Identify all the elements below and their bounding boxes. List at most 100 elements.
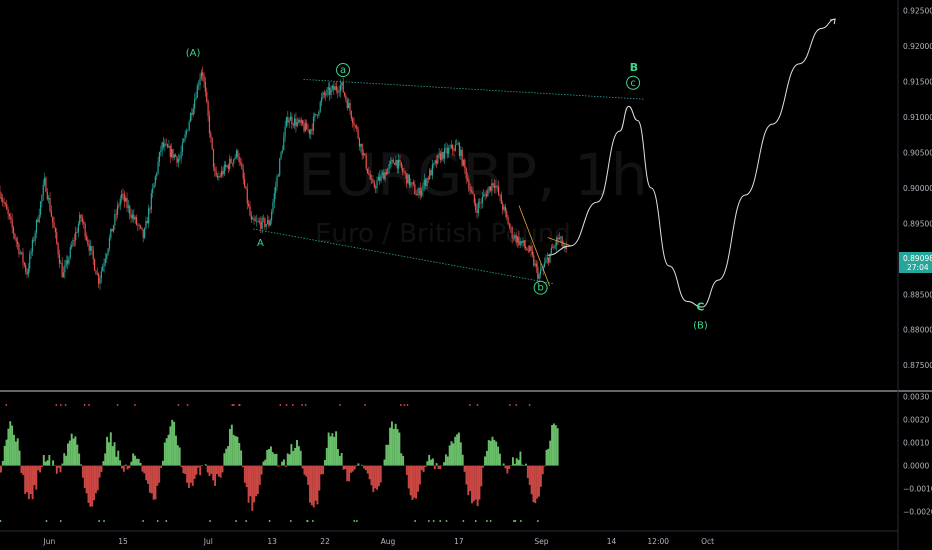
histogram-bar <box>323 460 326 466</box>
wedge-line <box>547 237 572 247</box>
histogram-bar <box>346 465 349 482</box>
candle-body <box>549 253 551 263</box>
candle-body <box>373 182 375 188</box>
candle-body <box>396 159 398 169</box>
indicator-dot <box>476 404 479 406</box>
candle-body <box>439 153 442 161</box>
wave-label: a <box>340 65 346 76</box>
candle-body <box>10 216 12 220</box>
candle-body <box>529 246 531 252</box>
candle-body <box>223 164 225 175</box>
histogram-bar <box>283 459 285 466</box>
histogram-bar <box>150 465 153 494</box>
candle-body <box>530 246 532 251</box>
candle-body <box>416 194 419 196</box>
candle-body <box>184 134 186 139</box>
candle-body <box>527 250 529 252</box>
projection-path <box>547 18 836 308</box>
candle-body <box>469 189 471 191</box>
histogram-bar <box>178 447 181 466</box>
histogram-bar <box>208 465 211 476</box>
histogram-bar <box>40 465 43 468</box>
candle-body <box>260 221 262 229</box>
indicator-tick-label: 0.0010 <box>903 439 929 448</box>
histogram-bar <box>74 436 77 466</box>
candle-body <box>34 232 36 241</box>
candle-body <box>204 82 206 92</box>
candle-body <box>519 241 521 245</box>
candle-body <box>366 168 369 174</box>
candle-body <box>6 204 8 210</box>
candle-body <box>453 149 455 151</box>
wave-label-circle <box>533 280 548 295</box>
histogram-bar <box>299 450 302 466</box>
candle-body <box>511 227 513 239</box>
histogram-bar <box>48 454 51 466</box>
candle-body <box>273 192 275 203</box>
histogram-bar <box>331 433 334 466</box>
candle-body <box>233 159 235 164</box>
histogram-bar <box>556 428 559 466</box>
candle-body <box>25 264 27 272</box>
candle-body <box>562 245 565 247</box>
candle-body <box>500 194 502 204</box>
histogram-bar <box>541 465 544 475</box>
candle-body <box>454 144 456 151</box>
candle-body <box>100 271 102 279</box>
price-axis[interactable]: 0.92500 0.92000 0.91500 0.91000 0.90500 0.900… <box>903 7 932 371</box>
candle-body <box>503 206 505 210</box>
candle-body <box>466 178 469 181</box>
histogram-bar <box>119 460 122 466</box>
histogram-bar <box>340 453 343 466</box>
candle-body <box>175 154 177 157</box>
candle-body <box>241 163 243 169</box>
histogram-bar <box>426 461 429 466</box>
candle-body <box>179 158 181 160</box>
histogram-bar <box>389 427 392 466</box>
candle-body <box>452 144 454 150</box>
candle-body <box>543 263 546 267</box>
histogram-bar <box>70 433 73 466</box>
candle-body <box>473 194 475 204</box>
candle-body <box>196 85 198 99</box>
histogram-bar <box>433 465 436 470</box>
candle-body <box>349 103 351 112</box>
candle-body <box>256 221 258 222</box>
histogram-bar <box>215 465 218 474</box>
candle-body <box>183 138 185 143</box>
candle-body <box>520 241 523 243</box>
histogram-bar <box>255 465 257 497</box>
histogram-bar <box>87 465 90 503</box>
histogram-bar <box>221 465 224 473</box>
histogram-bar <box>264 459 267 466</box>
candle-body <box>465 168 467 179</box>
time-axis[interactable]: Jun 15 Jul 13 22 Aug 17 Sep 14 12:00 Oct <box>43 537 715 546</box>
candle-body <box>272 202 274 212</box>
candle-body <box>246 188 248 204</box>
candle-body <box>114 214 116 226</box>
histogram-bar <box>111 446 114 466</box>
candle-body <box>14 233 16 239</box>
histogram-bar <box>16 438 19 466</box>
candle-body <box>311 129 313 131</box>
candle-body <box>322 92 324 98</box>
histogram-bar <box>446 456 449 466</box>
candle-body <box>238 156 240 163</box>
candle-body <box>108 237 111 249</box>
candle-body <box>377 176 379 181</box>
candle-body <box>171 149 173 157</box>
candle-body <box>429 170 431 180</box>
candle-body <box>127 205 129 208</box>
histogram-bar <box>29 465 32 495</box>
candle-body <box>8 213 11 217</box>
candle-body <box>504 206 506 212</box>
histogram-bar <box>320 465 323 475</box>
indicator-axis[interactable]: 0.0030 0.0020 0.0010 0.0000 −0.0010 −0.0020 <box>903 393 932 517</box>
indicator-dot <box>432 520 435 522</box>
candle-body <box>199 78 201 86</box>
candle-body <box>285 117 288 127</box>
histogram-bar <box>249 465 252 497</box>
wave-label: b <box>537 283 543 294</box>
